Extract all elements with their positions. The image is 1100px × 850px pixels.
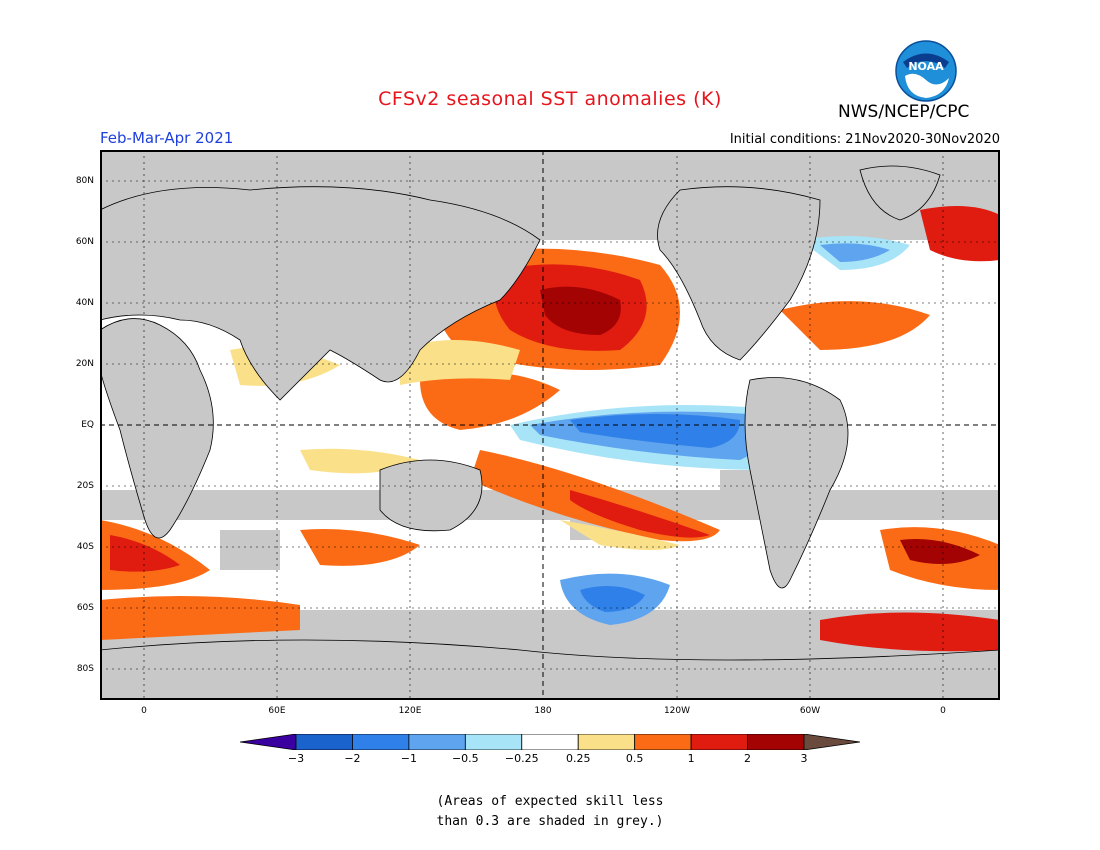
colorbar-tick-label: 2 [744, 752, 752, 765]
colorbar-tick-label: −3 [287, 752, 305, 765]
colorbar-tick-label: 0.5 [625, 752, 644, 765]
colorbar-swatch [521, 734, 579, 750]
colorbar-swatch [408, 734, 466, 750]
sst-anomaly-map [100, 150, 1000, 700]
colorbar-swatch [634, 734, 692, 750]
skill-note-line-1: (Areas of expected skill less [436, 794, 664, 809]
skill-note: (Areas of expected skill less than 0.3 a… [0, 792, 1100, 832]
colorbar-swatch [690, 734, 748, 750]
colorbar-tick-label: −1 [400, 752, 417, 765]
lon-label: 120W [663, 706, 691, 716]
map-frame [100, 150, 1000, 700]
map-title: CFSv2 seasonal SST anomalies (K) [378, 88, 722, 110]
lat-label: 80N [75, 176, 94, 186]
land-masses [100, 165, 1000, 700]
colorbar-swatch [464, 734, 523, 750]
lat-label: 40S [76, 542, 94, 552]
reference-lines [100, 150, 1000, 700]
colorbar-tick-label: 3 [800, 752, 808, 765]
noaa-logo: NOAA [895, 40, 957, 102]
lat-label: 60N [75, 237, 94, 247]
lon-label: 120E [398, 706, 422, 716]
colorbar-swatch [295, 734, 353, 750]
skill-note-line-2: than 0.3 are shaded in grey.) [436, 814, 664, 829]
colorbar-tick-label: −2 [344, 752, 361, 765]
initial-conditions: Initial conditions: 21Nov2020-30Nov2020 [729, 132, 1000, 147]
colorbar-swatch [747, 734, 805, 750]
colorbar-swatch [577, 734, 636, 750]
lat-label: 20S [76, 481, 94, 491]
logo-text: NOAA [908, 60, 944, 73]
lon-label: 0 [141, 706, 147, 716]
colorbar-high-arrow [803, 734, 860, 750]
antarctica [100, 639, 1000, 700]
colorbar-swatch [352, 734, 410, 750]
south-america [744, 377, 849, 589]
lat-label: EQ [81, 420, 94, 430]
greenland [859, 165, 941, 221]
australia [379, 459, 483, 532]
north-america [657, 186, 821, 361]
lat-label: 20N [75, 359, 94, 369]
lat-label: 80S [76, 664, 94, 674]
lon-label: 180 [534, 706, 552, 716]
graticule [100, 150, 1000, 700]
lat-label: 40N [75, 298, 94, 308]
colorbar-tick-label: −0.25 [504, 752, 539, 765]
forecast-period: Feb-Mar-Apr 2021 [100, 129, 234, 147]
lon-label: 0 [940, 706, 946, 716]
colorbar-tick-label: 0.25 [565, 752, 591, 765]
colorbar-low-arrow [240, 734, 297, 750]
africa [100, 318, 214, 539]
eurasia [100, 186, 541, 401]
colorbar [240, 734, 860, 750]
colorbar-tick-label: 1 [687, 752, 695, 765]
colorbar-tick-label: −0.5 [451, 752, 479, 765]
lon-label: 60W [799, 706, 821, 716]
organization-label: NWS/NCEP/CPC [838, 102, 970, 122]
lat-label: 60S [76, 603, 94, 613]
lon-label: 60E [268, 706, 286, 716]
